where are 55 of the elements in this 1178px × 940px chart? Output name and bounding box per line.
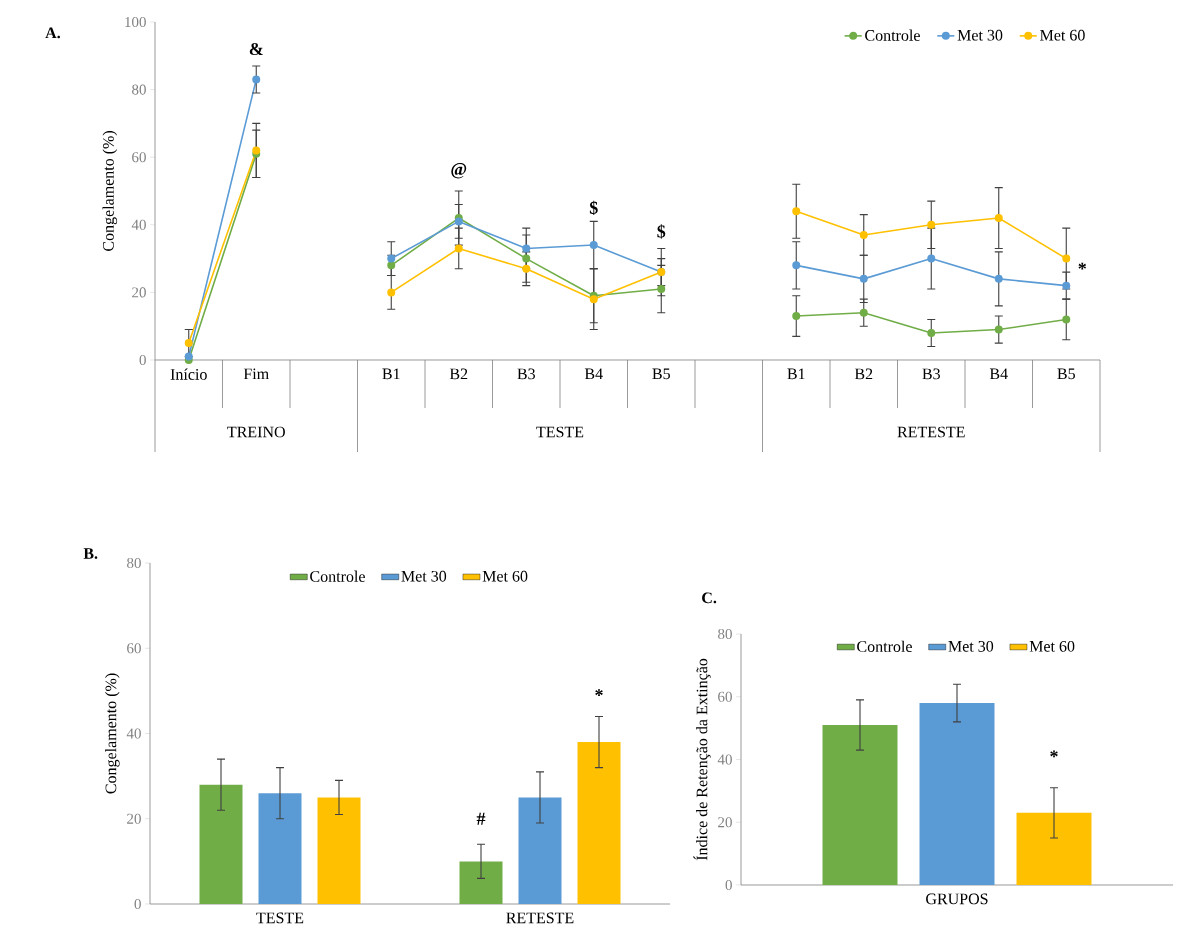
y-tick-label: 20 xyxy=(132,287,146,298)
x-tick-label: B2 xyxy=(449,368,468,380)
legend-label: Met 30 xyxy=(957,29,1003,41)
x-tick-label: B4 xyxy=(989,368,1008,380)
y-tick-label: 60 xyxy=(132,152,146,163)
y-tick-label: 80 xyxy=(718,628,732,640)
x-tick-label: Início xyxy=(170,368,207,380)
text: TREINO xyxy=(227,426,285,438)
y-tick-label: 60 xyxy=(718,691,732,702)
y-tick-label: 0 xyxy=(134,898,141,910)
annotation: @ xyxy=(451,163,467,179)
annotation: $ xyxy=(589,200,598,216)
x-tick-label: B3 xyxy=(922,368,940,380)
y-tick-label: 40 xyxy=(717,754,732,765)
x-tick-label: Fim xyxy=(243,368,269,380)
x-tick-label: B4 xyxy=(584,368,603,380)
y-axis-title: Congelamento (%) xyxy=(105,673,120,794)
x-tick-label: B1 xyxy=(382,368,400,380)
legend-label: Met 30 xyxy=(401,570,447,582)
y-tick-label: 0 xyxy=(725,879,732,891)
annotation: # xyxy=(476,812,486,825)
legend-label: Met 60 xyxy=(1029,640,1075,652)
legend-label: Met 30 xyxy=(948,640,994,652)
x-tick-label: B3 xyxy=(517,368,535,380)
y-tick-label: 20 xyxy=(127,813,141,824)
chart-title: B. xyxy=(83,548,98,559)
y-tick-label: 0 xyxy=(139,354,146,366)
annotation: $ xyxy=(657,224,666,239)
legend-label: Met 60 xyxy=(1040,29,1085,41)
y-axis-title: Índice de Retenção da Extinção xyxy=(693,658,711,861)
x-tick-label: B2 xyxy=(854,368,873,380)
y-tick-label: 40 xyxy=(126,728,141,739)
chart-title: C. xyxy=(702,592,717,604)
x-tick-label: B1 xyxy=(787,368,805,380)
y-tick-label: 20 xyxy=(718,817,732,828)
text: TESTE xyxy=(536,426,584,438)
legend-label: Met 60 xyxy=(482,570,528,582)
annotation: * xyxy=(595,689,603,696)
y-tick-label: 60 xyxy=(127,643,141,654)
annotation: & xyxy=(249,42,263,56)
legend-label: Controle xyxy=(865,29,920,41)
chart-title: A. xyxy=(45,27,60,39)
x-tick-label: B5 xyxy=(652,368,670,380)
x-tick-label: GRUPOS xyxy=(926,893,988,905)
y-tick-label: 40 xyxy=(131,219,146,230)
annotation: * xyxy=(1078,262,1087,270)
y-tick-label: 100 xyxy=(125,16,146,28)
legend-label: Controle xyxy=(857,640,912,652)
annotation: * xyxy=(1050,750,1058,758)
legend-label: Controle xyxy=(310,570,365,582)
text: RETESTE xyxy=(897,426,965,438)
y-tick-label: 80 xyxy=(132,84,146,95)
y-tick-label: 80 xyxy=(127,557,141,569)
y-axis-title: Congelamento (%) xyxy=(102,131,118,251)
x-tick-label: B5 xyxy=(1057,368,1075,380)
